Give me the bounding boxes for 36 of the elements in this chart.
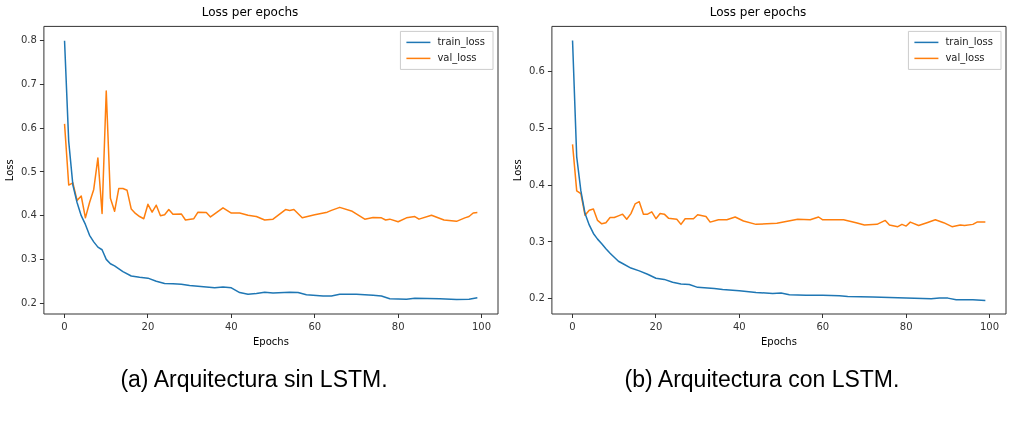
legend-label: train_loss [945, 35, 993, 48]
y-tick-label: 0.4 [529, 178, 545, 190]
legend-label: val_loss [945, 51, 985, 64]
y-tick-label: 0.7 [21, 78, 37, 90]
text: (a) Arquitectura sin LSTM. [119, 366, 389, 393]
y-tick-label: 0.2 [21, 296, 37, 308]
x-tick-label: 60 [816, 320, 830, 332]
y-tick-label: 0.5 [529, 122, 545, 134]
y-tick-label: 0.4 [21, 209, 37, 221]
y-tick-label: 0.8 [21, 34, 37, 46]
x-tick-label: 100 [979, 320, 1000, 332]
x-tick-label: 0 [61, 320, 68, 332]
text: (b) Arquitectura con LSTM. [623, 366, 901, 393]
legend-label: val_loss [437, 51, 477, 64]
y-tick-label: 0.2 [529, 292, 545, 304]
chart-title: Loss per epochs [709, 5, 807, 20]
y-axis-title: Loss [511, 159, 523, 182]
y-tick-label: 0.6 [21, 121, 37, 133]
x-axis-title: Epochs [253, 335, 289, 347]
y-axis-title: Loss [3, 159, 15, 182]
x-tick-label: 60 [308, 320, 322, 332]
y-tick-label: 0.5 [21, 165, 37, 177]
x-tick-label: 40 [224, 320, 238, 332]
x-tick-label: 20 [141, 320, 155, 332]
x-tick-label: 80 [899, 320, 913, 332]
x-tick-label: 80 [391, 320, 405, 332]
x-tick-label: 40 [732, 320, 746, 332]
y-tick-label: 0.6 [529, 65, 545, 77]
y-tick-label: 0.3 [529, 235, 545, 247]
x-axis-title: Epochs [761, 335, 797, 347]
x-tick-label: 100 [471, 320, 492, 332]
x-tick-label: 20 [649, 320, 663, 332]
legend-label: train_loss [437, 35, 485, 48]
x-tick-label: 0 [569, 320, 576, 332]
chart-title: Loss per epochs [201, 5, 299, 20]
y-tick-label: 0.3 [21, 252, 37, 264]
